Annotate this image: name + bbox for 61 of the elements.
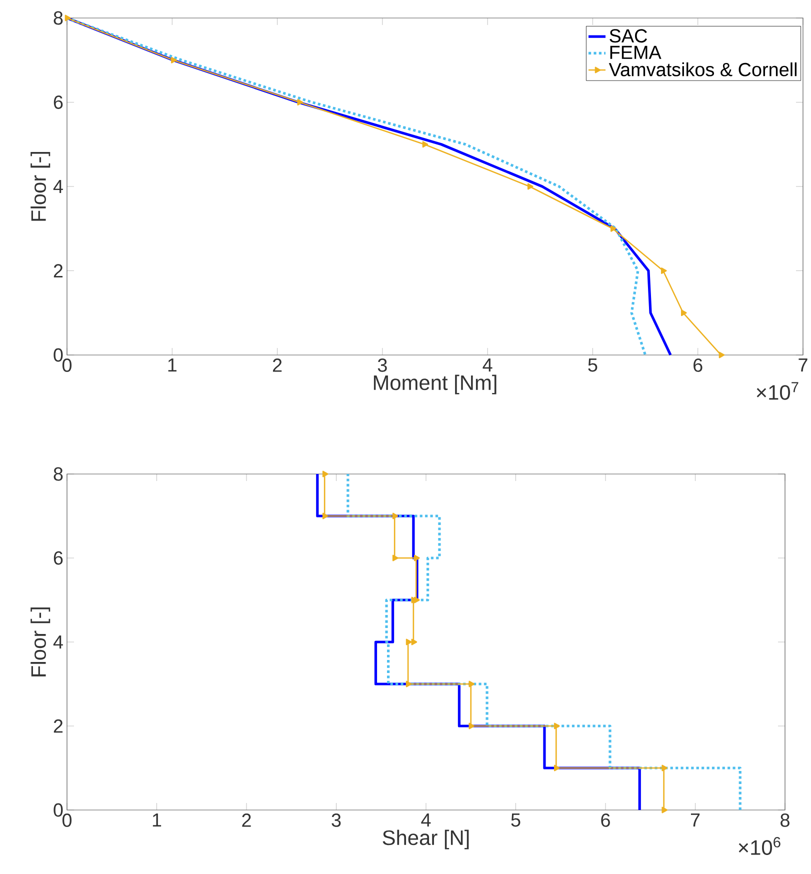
x-axis-title: Shear [N] — [382, 830, 469, 850]
point — [297, 99, 304, 106]
text: ×10$^{6}$ — [738, 837, 780, 855]
x-tick-label: 1 — [152, 814, 162, 827]
y-tick-label: 6 — [54, 551, 63, 565]
point — [406, 638, 412, 646]
x-tick-label: 4 — [421, 814, 431, 827]
y-tick-label: 6 — [54, 96, 63, 109]
point — [554, 764, 560, 772]
x-tick-label: 6 — [694, 358, 702, 372]
point — [322, 512, 328, 520]
x-tick-label: 4 — [482, 358, 492, 372]
x-tick-label: 0 — [62, 814, 72, 827]
point — [527, 183, 534, 190]
point — [468, 722, 475, 730]
y-tick-label: 4 — [53, 180, 63, 194]
point — [661, 268, 667, 274]
legend-label: FEMA — [610, 46, 662, 59]
x-tick-label: 2 — [242, 814, 251, 827]
x-tick-label: 5 — [588, 358, 598, 372]
point — [411, 638, 418, 646]
y-axis-title: Floor [-] — [30, 607, 50, 676]
y-tick-label: 8 — [54, 11, 63, 25]
legend-label: Vamvatsikos & Cornell — [608, 62, 797, 76]
point — [422, 141, 428, 148]
point — [718, 352, 725, 358]
x-tick-label: 6 — [601, 814, 610, 827]
x-tick-label: 8 — [780, 814, 790, 827]
point — [414, 554, 420, 562]
x-tick-label: 1 — [168, 358, 176, 372]
y-tick-label: 8 — [54, 467, 63, 481]
y-tick-label: 2 — [54, 719, 63, 733]
legend-label: SAC — [610, 29, 647, 43]
point — [662, 764, 668, 772]
x-tick-label: 7 — [690, 814, 700, 827]
point — [610, 225, 616, 232]
line-series — [346, 472, 742, 812]
point — [392, 554, 398, 562]
point — [64, 14, 71, 22]
x-tick-label: 0 — [62, 358, 72, 372]
point — [468, 680, 475, 688]
x-axis-title: Moment [Nm] — [374, 374, 496, 394]
point — [406, 680, 412, 688]
x-tick-label: 2 — [272, 358, 282, 372]
point — [662, 806, 668, 814]
x-tick-label: 3 — [378, 358, 387, 372]
y-tick-label: 0 — [54, 803, 63, 817]
y-tick-label: 0 — [54, 348, 63, 362]
point — [414, 596, 420, 604]
x-tick-label: 3 — [332, 814, 341, 827]
point — [680, 310, 687, 316]
text: ×10$^{7}$ — [756, 382, 798, 400]
x-tick-label: 7 — [798, 358, 808, 372]
y-tick-label: 2 — [54, 264, 63, 278]
point — [171, 56, 177, 64]
y-tick-label: 4 — [53, 635, 63, 649]
point — [554, 722, 560, 730]
y-axis-title: Floor [-] — [30, 152, 50, 221]
point — [392, 512, 398, 520]
x-tick-label: 5 — [511, 814, 520, 827]
point — [322, 470, 328, 478]
